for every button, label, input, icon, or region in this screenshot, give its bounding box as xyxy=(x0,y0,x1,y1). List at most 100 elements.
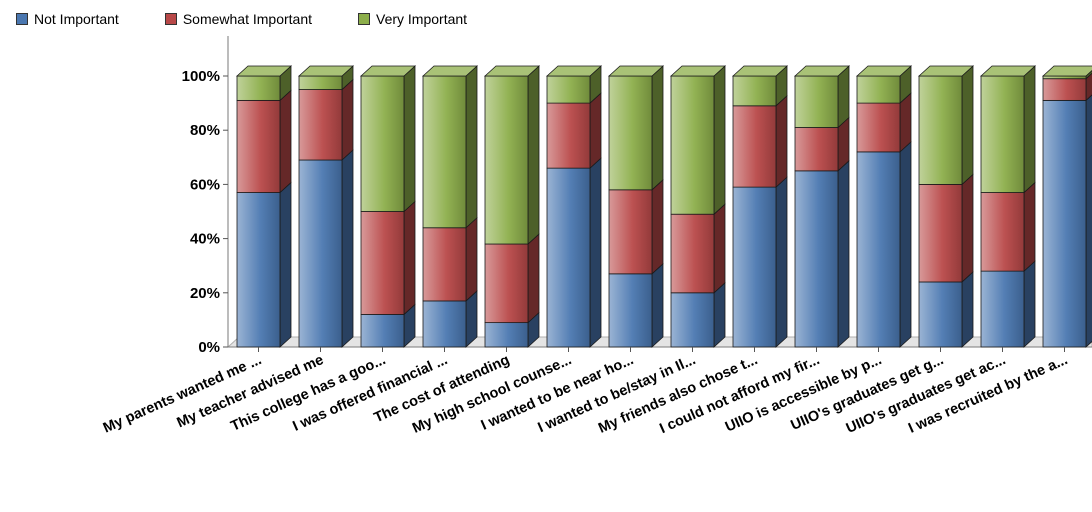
bar-segment-very-important xyxy=(360,75,405,212)
y-tick-label: 100% xyxy=(182,68,220,85)
bar-segment-side-not-important xyxy=(341,149,354,348)
legend-item-somewhat-important[interactable]: Somewhat Important xyxy=(164,11,312,27)
bar-segment-not-important xyxy=(484,322,529,348)
bar-segment-not-important xyxy=(298,159,343,348)
legend-swatch-not-important xyxy=(16,13,28,25)
bar-segment-somewhat-important xyxy=(670,213,715,294)
legend-item-not-important[interactable]: Not Important xyxy=(16,11,119,27)
bar-segment-very-important xyxy=(546,75,591,104)
bar-segment-side-not-important xyxy=(1023,260,1036,348)
bar-segment-side-not-important xyxy=(1085,94,1092,348)
bar-segment-very-important xyxy=(484,75,529,245)
bar-segment-side-very-important xyxy=(403,65,416,213)
bar-segment-side-very-important xyxy=(465,65,478,229)
bar-top-very-important xyxy=(917,65,975,77)
bar-segment-somewhat-important xyxy=(298,89,343,161)
bar-top-very-important xyxy=(545,65,603,77)
bar-segment-side-somewhat-important xyxy=(589,92,602,170)
bar-segment-very-important xyxy=(856,75,901,104)
bar-segment-somewhat-important xyxy=(236,99,281,193)
bar-segment-side-very-important xyxy=(961,65,974,186)
bar-segment-side-somewhat-important xyxy=(279,89,292,194)
bar-segment-somewhat-important xyxy=(484,243,529,324)
bar-segment-somewhat-important xyxy=(794,127,839,172)
bar-top-very-important xyxy=(607,65,665,77)
bar-top-very-important xyxy=(669,65,727,77)
bar-segment-somewhat-important xyxy=(608,189,653,275)
bar-top-very-important xyxy=(979,65,1037,77)
bar-segment-very-important xyxy=(422,75,467,229)
bar-segment-side-not-important xyxy=(775,176,788,348)
bar-segment-side-somewhat-important xyxy=(465,216,478,302)
bar-segment-side-not-important xyxy=(837,159,850,348)
bar-top-very-important xyxy=(1041,65,1092,77)
bar-segment-side-not-important xyxy=(651,262,664,348)
bar-segment-somewhat-important xyxy=(1042,78,1087,101)
bar-segment-side-somewhat-important xyxy=(713,203,726,294)
bar-segment-very-important xyxy=(980,75,1025,193)
bar-segment-very-important xyxy=(794,75,839,128)
bar-segment-not-important xyxy=(918,281,963,348)
y-tick-label: 80% xyxy=(190,122,220,139)
bar-top-very-important xyxy=(235,65,293,77)
bar-segment-very-important xyxy=(732,75,777,107)
bar-segment-somewhat-important xyxy=(546,102,591,169)
bar-top-very-important xyxy=(297,65,355,77)
bar-segment-not-important xyxy=(608,273,653,348)
bar-segment-side-somewhat-important xyxy=(651,178,664,275)
bar-segment-side-not-important xyxy=(713,281,726,348)
bar-segment-side-somewhat-important xyxy=(341,78,354,161)
bar-segment-somewhat-important xyxy=(360,211,405,315)
bar-top-very-important xyxy=(421,65,479,77)
bar-segment-side-very-important xyxy=(713,65,726,216)
bar-top-very-important xyxy=(359,65,417,77)
bar-segment-not-important xyxy=(422,300,467,348)
bar-segment-very-important xyxy=(298,75,343,90)
y-tick-label: 40% xyxy=(190,231,220,248)
bar-segment-very-important xyxy=(236,75,281,101)
bar-segment-side-very-important xyxy=(527,65,540,245)
bar-segment-somewhat-important xyxy=(918,183,963,283)
legend: Not Important Somewhat Important Very Im… xyxy=(16,8,513,30)
y-tick-label: 60% xyxy=(190,176,220,193)
legend-label: Somewhat Important xyxy=(182,11,312,27)
bar-segment-side-somewhat-important xyxy=(961,173,974,283)
legend-item-very-important[interactable]: Very Important xyxy=(358,11,467,27)
bar-segment-somewhat-important xyxy=(422,227,467,302)
bar-segment-very-important xyxy=(670,75,715,215)
bar-segment-side-somewhat-important xyxy=(775,94,788,189)
bar-segment-not-important xyxy=(732,186,777,348)
bar-segment-somewhat-important xyxy=(980,192,1025,272)
bar-top-very-important xyxy=(855,65,913,77)
y-tick-label: 20% xyxy=(190,285,220,302)
bar-segment-side-not-important xyxy=(961,271,974,348)
legend-swatch-very-important xyxy=(358,13,370,25)
bar-top-very-important xyxy=(793,65,851,77)
bar-segment-very-important xyxy=(918,75,963,185)
bar-segment-not-important xyxy=(980,270,1025,348)
bar-top-very-important xyxy=(731,65,789,77)
bar-segment-very-important xyxy=(608,75,653,191)
bar-segment-side-very-important xyxy=(837,65,850,129)
bar-segment-not-important xyxy=(670,292,715,348)
bar-segment-side-not-important xyxy=(279,181,292,348)
bar-segment-not-important xyxy=(236,192,281,348)
bar-segment-side-very-important xyxy=(1023,65,1036,194)
bar-segment-somewhat-important xyxy=(856,102,901,153)
bar-segment-very-important xyxy=(1042,75,1087,80)
legend-label: Not Important xyxy=(34,11,119,27)
bar-segment-side-somewhat-important xyxy=(403,200,416,316)
bar-segment-not-important xyxy=(546,167,591,348)
bar-top-very-important xyxy=(483,65,541,77)
bar-segment-not-important xyxy=(1042,99,1087,348)
bar-segment-side-very-important xyxy=(651,65,664,191)
bar-segment-not-important xyxy=(794,170,839,348)
bar-segment-somewhat-important xyxy=(732,105,777,188)
bar-segment-side-somewhat-important xyxy=(527,233,540,324)
bar-segment-side-not-important xyxy=(589,157,602,348)
y-tick-label: 0% xyxy=(198,339,220,356)
bar-segment-side-not-important xyxy=(899,140,912,348)
bar-segment-not-important xyxy=(856,151,901,348)
legend-swatch-somewhat-important xyxy=(164,13,177,25)
